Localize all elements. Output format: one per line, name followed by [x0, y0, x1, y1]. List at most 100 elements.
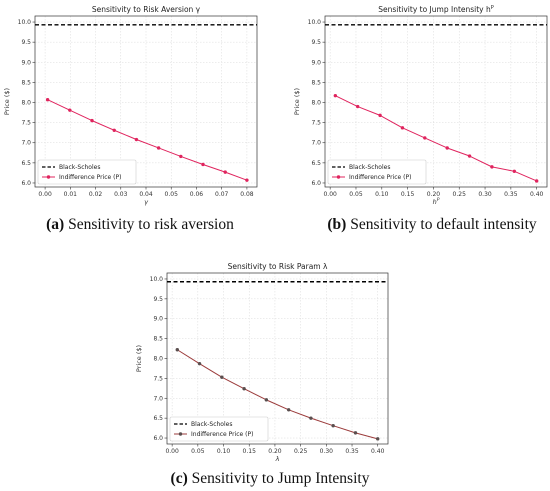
x-axis-label-text: γ: [144, 198, 149, 206]
chart-title-superscript: P: [491, 5, 494, 11]
y-tick-label: 10.0: [308, 19, 322, 26]
data-point: [286, 408, 291, 412]
x-tick-label: 0.20: [427, 191, 441, 198]
data-point: [264, 398, 269, 402]
subfigure-caption-text: Sensitivity to default intensity: [346, 216, 537, 233]
x-tick-label: 0.06: [190, 191, 204, 198]
data-point: [467, 154, 472, 158]
x-tick-label: 0.25: [294, 448, 308, 455]
legend-swatch-marker: [336, 175, 341, 179]
x-tick-label: 0.35: [504, 191, 518, 198]
x-tick-label: 0.30: [478, 191, 492, 198]
data-point: [220, 375, 224, 379]
legend: Black-Scholes Indifference Price (P): [37, 159, 137, 185]
x-tick-label: 0.10: [217, 448, 231, 455]
data-point: [45, 97, 50, 102]
x-tick-label: 0.20: [268, 448, 282, 455]
y-tick-label: 8.5: [311, 79, 321, 86]
legend: Black-Scholes Indifference Price (P): [169, 416, 269, 442]
subfigure-caption: (c) Sensitivity to Jump Intensity: [171, 470, 370, 487]
data-point: [376, 437, 380, 441]
x-tick-label: 0.00: [165, 448, 179, 455]
y-axis-label: Price ($): [3, 88, 11, 115]
y-tick-label: 8.0: [21, 100, 31, 107]
data-point: [201, 162, 205, 167]
x-tick-label: 0.05: [191, 448, 205, 455]
legend-box: [327, 159, 427, 185]
y-axis-label: Price ($): [135, 345, 143, 372]
y-tick-label: 9.5: [153, 296, 163, 303]
x-tick-label: 0.08: [240, 191, 254, 198]
data-point: [175, 348, 179, 352]
legend-label: Black-Scholes: [349, 164, 390, 171]
chart-title: Sensitivity to Risk Param λ: [228, 262, 328, 271]
x-axis-label: γ: [144, 198, 149, 206]
chart-panel-a: 0.00 0.01 0.02 0.03 0.04 0.05 0.06 0.07 0.08 6.0 6…: [3, 5, 258, 233]
y-tick-label: 7.0: [153, 395, 163, 402]
legend-label: Black-Scholes: [59, 164, 100, 171]
x-axis-label-text: h: [433, 198, 437, 206]
legend-label: Indifference Price (P): [349, 174, 411, 181]
data-point: [423, 136, 427, 140]
plot-frame: [34, 15, 258, 188]
legend-swatch-marker: [178, 432, 183, 436]
series-line-indifference-price: [47, 99, 248, 181]
y-tick-label: 6.0: [21, 180, 31, 187]
legend-swatch-marker: [46, 175, 51, 179]
series-line-indifference-price: [335, 95, 537, 182]
chart-title: Sensitivity to Risk Aversion γ: [92, 5, 201, 14]
x-tick-label: 0.25: [453, 191, 467, 198]
y-tick-label: 9.0: [311, 59, 321, 66]
y-tick-label: 6.5: [311, 160, 321, 167]
data-point: [445, 146, 449, 150]
x-tick-label: 0.01: [64, 191, 78, 198]
x-axis-label-text: λ: [275, 455, 280, 463]
series-line-indifference-price: [177, 349, 378, 440]
x-tick-label: 0.05: [349, 191, 363, 198]
x-tick-label: 0.03: [114, 191, 128, 198]
subfigure-caption-label: (b): [327, 216, 346, 233]
x-tick-label: 0.04: [139, 191, 153, 198]
x-axis-label: hP: [433, 197, 440, 206]
y-tick-label: 9.5: [311, 39, 321, 46]
data-point: [245, 178, 249, 182]
data-point: [355, 104, 360, 109]
y-tick-label: 7.0: [311, 140, 321, 147]
y-tick-label: 8.5: [21, 79, 31, 86]
legend-box: [169, 416, 269, 442]
x-axis-label-superscript: P: [437, 197, 440, 203]
x-tick-label: 0.40: [371, 448, 385, 455]
data-point: [197, 361, 202, 366]
x-axis-label: λ: [275, 455, 280, 463]
plot-frame: [166, 272, 389, 445]
y-axis-label: Price ($): [293, 88, 301, 115]
y-tick-label: 8.5: [153, 336, 163, 343]
subfigure-caption-label: (c): [171, 470, 188, 487]
legend-label: Indifference Price (P): [59, 174, 121, 181]
data-point: [90, 118, 94, 123]
y-tick-label: 7.5: [153, 375, 163, 382]
data-point: [534, 179, 539, 183]
data-point: [353, 431, 358, 435]
chart-title: Sensitivity to Jump Intensity hP: [378, 5, 494, 14]
y-tick-label: 6.5: [153, 415, 163, 422]
chart-panel-c: 0.00 0.05 0.10 0.15 0.20 0.25 0.30 0.35 0.40 6.0 6…: [135, 262, 389, 487]
data-point: [309, 416, 313, 420]
data-point: [400, 126, 405, 130]
chart-title-text: Sensitivity to Risk Param λ: [228, 262, 328, 271]
x-tick-label: 0.40: [530, 191, 544, 198]
subfigure-caption-text: Sensitivity to risk aversion: [64, 216, 234, 233]
y-tick-label: 10.0: [150, 276, 164, 283]
x-tick-label: 0.10: [375, 191, 389, 198]
plot-area: [325, 16, 547, 187]
y-tick-label: 8.0: [311, 100, 321, 107]
data-point: [179, 154, 183, 159]
legend-label: Black-Scholes: [191, 421, 232, 428]
data-point: [68, 108, 72, 112]
data-point: [156, 146, 161, 150]
y-tick-label: 7.5: [21, 120, 31, 127]
data-point: [112, 128, 116, 132]
x-tick-label: 0.30: [320, 448, 334, 455]
subfigure-caption-text: Sensitivity to Jump Intensity: [188, 470, 370, 487]
